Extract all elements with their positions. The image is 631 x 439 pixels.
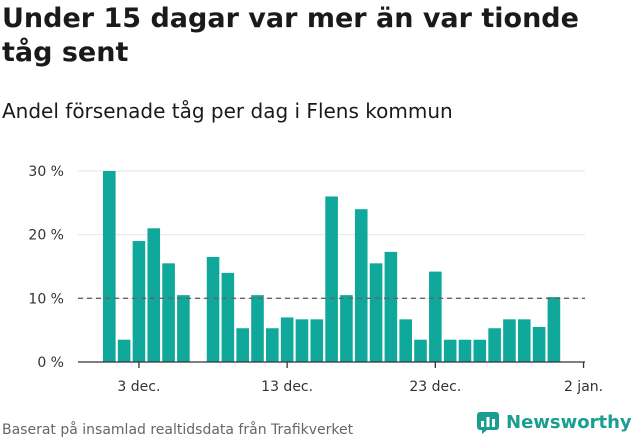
- y-tick-label: 30 %: [28, 164, 64, 180]
- axes: [78, 361, 585, 368]
- bar: [266, 328, 279, 362]
- x-tick-label: 13 dec.: [261, 379, 313, 395]
- bar: [414, 339, 427, 362]
- brand-name: Newsworthy: [506, 412, 631, 433]
- bar: [340, 295, 353, 362]
- bar: [384, 251, 398, 362]
- bar: [473, 339, 487, 362]
- bar: [162, 263, 175, 362]
- bar: [177, 295, 190, 362]
- bar: [517, 319, 531, 362]
- bar: [295, 319, 309, 362]
- bar: [117, 339, 131, 362]
- brand-logo: Newsworthy: [476, 409, 631, 437]
- newsworthy-logo-icon: [477, 412, 499, 434]
- x-tick-label: 23 dec.: [409, 379, 461, 395]
- bar: [429, 271, 442, 362]
- y-tick-label: 0 %: [37, 355, 64, 371]
- bar: [532, 326, 546, 362]
- bar: [132, 241, 146, 362]
- bar: [221, 272, 235, 362]
- bar: [503, 319, 516, 362]
- bar: [236, 328, 249, 362]
- bar: [399, 319, 412, 362]
- bar: [310, 319, 324, 362]
- source-note: Baserat på insamlad realtidsdata från Tr…: [2, 422, 354, 438]
- tick-labels: 0 % 10 % 20 % 30 % 3 dec. 13 dec. 23 dec. 2 jan…: [28, 164, 603, 395]
- bar: [251, 295, 264, 362]
- bar: [206, 256, 220, 362]
- bar-chart: 0 % 10 % 20 % 30 % 3 dec. 13 dec. 23 dec. 2 jan…: [28, 164, 603, 395]
- x-tick-label: 2 jan.: [564, 379, 603, 395]
- bars: [103, 171, 561, 362]
- bar: [458, 339, 472, 362]
- chart-subtitle: Andel försenade tåg per dag i Flens komm…: [2, 99, 453, 123]
- bar: [103, 171, 116, 362]
- bar: [547, 297, 561, 362]
- bar: [443, 339, 457, 362]
- chart-title: Under 15 dagar var mer än var tionde tåg…: [2, 3, 579, 68]
- bar: [488, 328, 501, 362]
- bar: [369, 263, 383, 362]
- bar: [354, 209, 368, 362]
- x-tick-label: 3 dec.: [117, 379, 160, 395]
- y-tick-label: 10 %: [28, 291, 64, 307]
- y-tick-label: 20 %: [28, 228, 64, 244]
- bar: [147, 228, 161, 362]
- bar: [280, 317, 294, 362]
- bar: [325, 196, 338, 362]
